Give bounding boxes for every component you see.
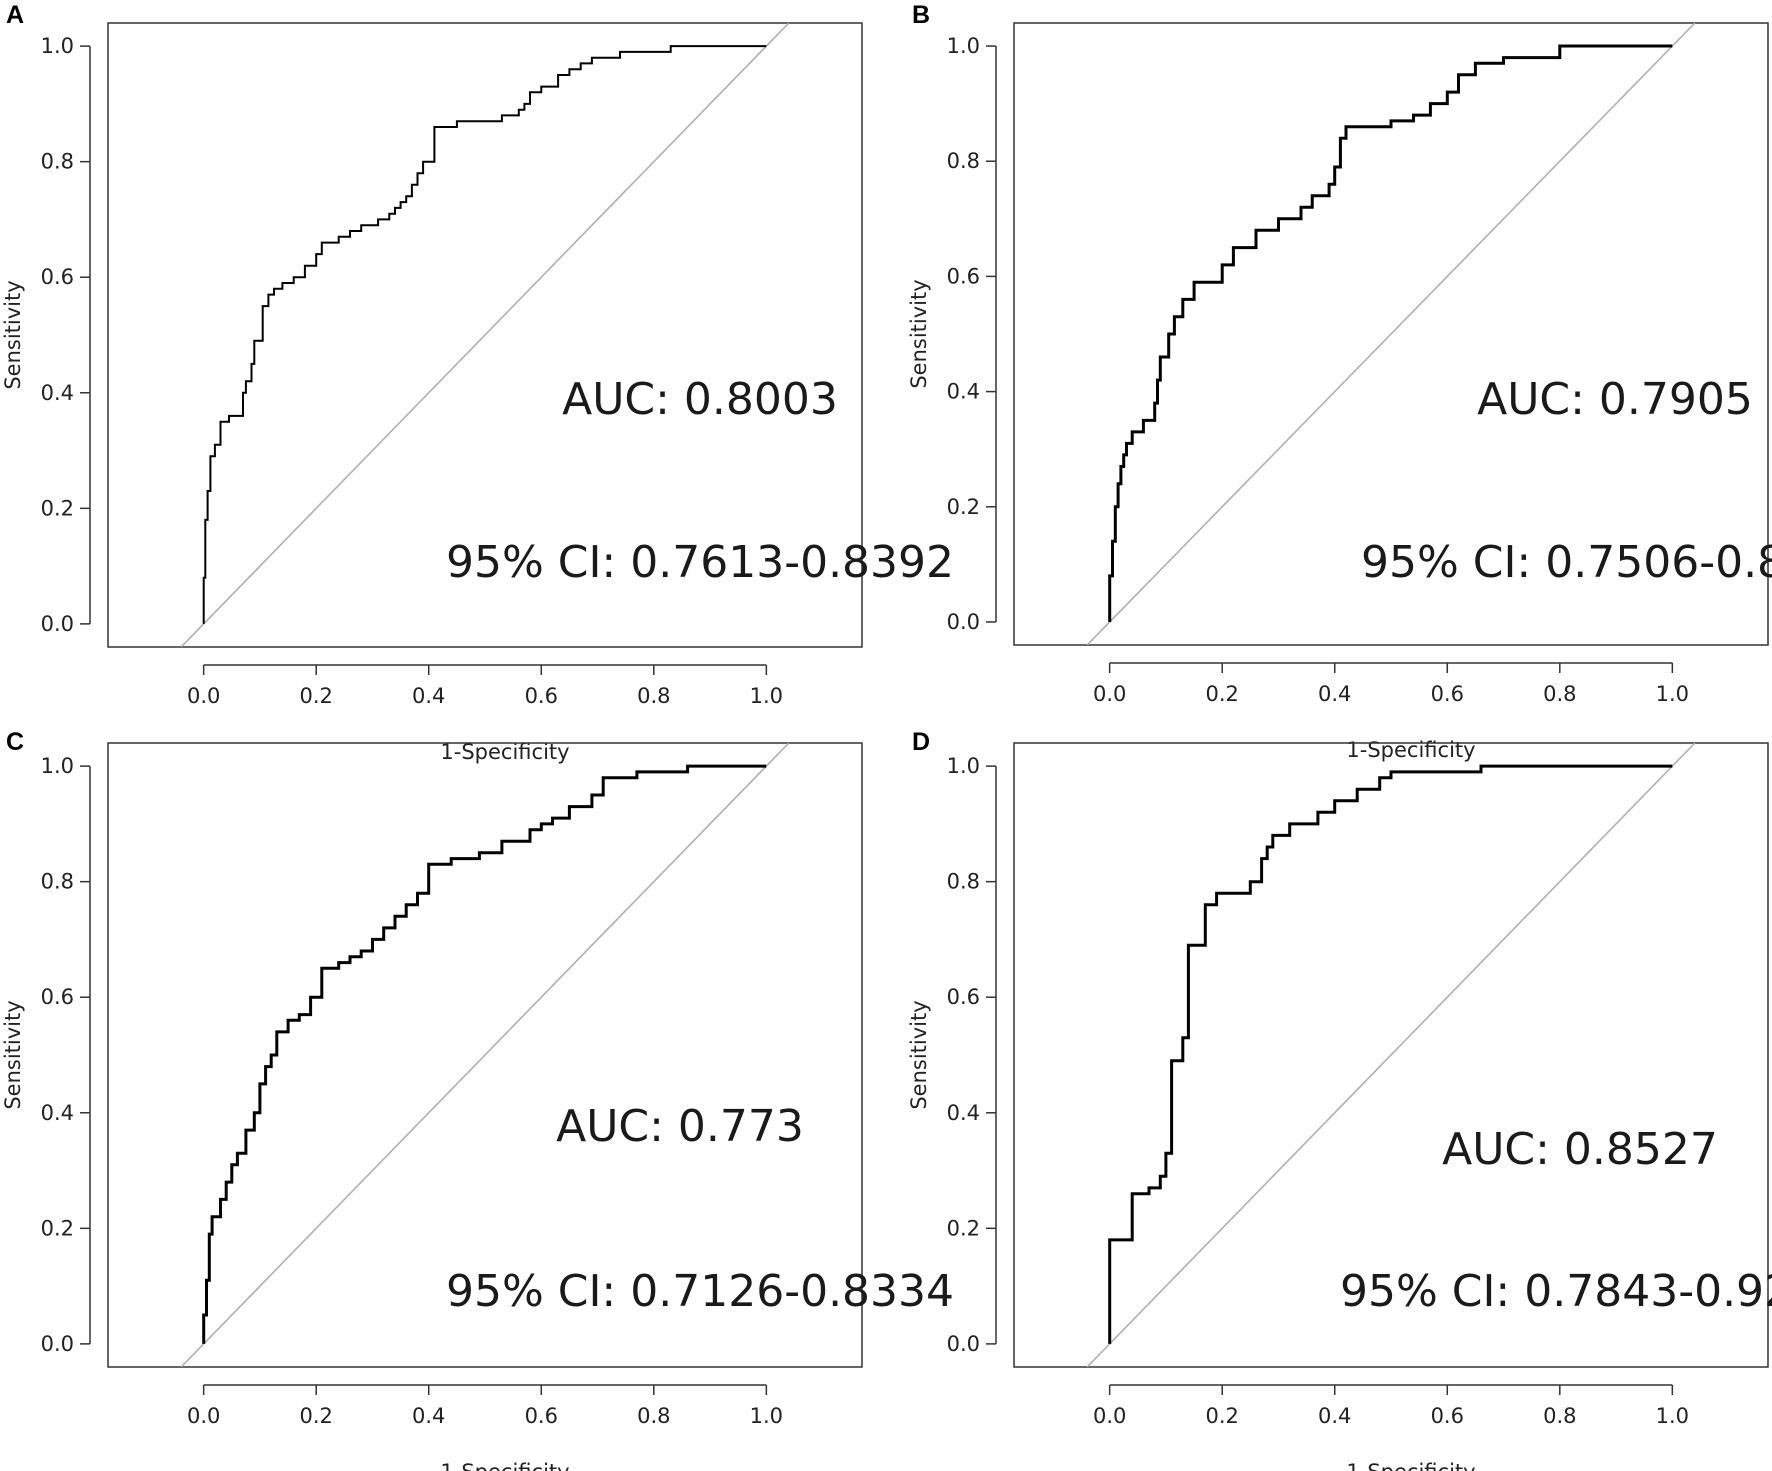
x-tick-label: 1.0: [750, 1404, 783, 1428]
x-tick-label: 0.6: [1431, 1404, 1464, 1428]
y-axis-title: Sensitivity: [907, 279, 931, 388]
roc-curve-line: [1108, 764, 1673, 1344]
y-tick-label: 1.0: [41, 34, 74, 58]
y-axis-title: Sensitivity: [1, 1000, 25, 1109]
roc-panel-c: 0.0 0.2 0.4 0.6 0.8 1.0 1-Specificity 0.0 0.2 0.4…: [1, 728, 954, 1471]
y-tick-label: 0.2: [41, 1216, 74, 1240]
roc-panel-b: 0.0 0.2 0.4 0.6 0.8 1.0 1-Specificity 0.0 0.2 0.4…: [907, 1, 1772, 762]
y-tick-label: 1.0: [947, 34, 980, 58]
x-tick-label: 0.0: [187, 1404, 220, 1428]
x-axis-title: 1-Specificity: [440, 740, 569, 764]
y-tick-label: 0.2: [947, 495, 980, 519]
y-tick-label: 0.2: [41, 496, 74, 520]
ci-annotation: 95% CI: 0.7126-0.8334: [446, 1266, 954, 1317]
x-tick-label: 1.0: [1656, 682, 1689, 706]
y-tick-label: 0.0: [947, 610, 980, 634]
x-tick-label: 0.8: [1543, 682, 1576, 706]
x-tick-label: 0.2: [299, 1404, 332, 1428]
y-tick-label: 0.6: [947, 985, 980, 1009]
x-tick-label: 0.2: [1205, 682, 1238, 706]
y-tick-label: 0.6: [41, 265, 74, 289]
y-axis-title: Sensitivity: [1, 280, 25, 389]
x-tick-label: 0.4: [412, 1404, 445, 1428]
roc-panel-d: 0.0 0.2 0.4 0.6 0.8 1.0 1-Specificity 0.0 0.2 0.4…: [907, 728, 1772, 1471]
x-tick-label: 0.4: [1318, 682, 1351, 706]
y-tick-label: 0.4: [41, 381, 74, 405]
roc-curve-line: [202, 764, 767, 1344]
y-tick-label: 0.6: [41, 985, 74, 1009]
x-tick-label: 0.6: [525, 1404, 558, 1428]
y-tick-label: 0.8: [41, 150, 74, 174]
reference-diagonal: [1086, 23, 1696, 645]
y-tick-label: 0.4: [947, 1101, 980, 1125]
panel-label: C: [6, 728, 24, 756]
ci-annotation: 95% CI: 0.7843-0.921: [1340, 1266, 1772, 1317]
x-tick-label: 0.6: [525, 684, 558, 708]
x-axis-title: 1-Specificity: [440, 1460, 569, 1471]
roc-panel-a: 0.0 0.2 0.4 0.6 0.8 1.0 1-Specificity 0.0 0.2 0.4…: [1, 1, 954, 764]
x-tick-label: 0.0: [1093, 682, 1126, 706]
y-tick-label: 0.0: [41, 612, 74, 636]
x-tick-label: 1.0: [1656, 1404, 1689, 1428]
x-tick-label: 0.2: [299, 684, 332, 708]
y-tick-label: 1.0: [41, 754, 74, 778]
y-tick-label: 0.8: [947, 149, 980, 173]
auc-annotation: AUC: 0.7905: [1477, 374, 1753, 425]
y-tick-label: 0.4: [41, 1101, 74, 1125]
y-tick-label: 0.4: [947, 380, 980, 404]
x-tick-label: 0.0: [1093, 1404, 1126, 1428]
auc-annotation: AUC: 0.8527: [1442, 1124, 1718, 1175]
ci-annotation: 95% CI: 0.7613-0.8392: [446, 537, 954, 588]
auc-annotation: AUC: 0.8003: [562, 374, 838, 425]
x-tick-label: 0.2: [1205, 1404, 1238, 1428]
plot-frame: [1013, 22, 1769, 646]
y-axis-title: Sensitivity: [907, 1000, 931, 1109]
ci-annotation: 95% CI: 0.7506-0.8304: [1361, 537, 1772, 588]
roc-curve-line: [202, 45, 767, 624]
y-tick-label: 0.8: [947, 870, 980, 894]
x-tick-label: 0.0: [187, 684, 220, 708]
auc-annotation: AUC: 0.773: [556, 1101, 804, 1152]
reference-diagonal: [1086, 743, 1696, 1367]
x-tick-label: 0.8: [1543, 1404, 1576, 1428]
y-tick-label: 0.2: [947, 1216, 980, 1240]
x-tick-label: 1.0: [750, 684, 783, 708]
x-tick-label: 0.8: [637, 1404, 670, 1428]
panel-label: D: [912, 728, 930, 756]
plot-frame: [107, 742, 863, 1368]
reference-diagonal: [180, 743, 790, 1367]
panel-label: B: [912, 1, 930, 29]
x-tick-label: 0.6: [1431, 682, 1464, 706]
x-axis-title: 1-Specificity: [1346, 738, 1475, 762]
y-tick-label: 0.0: [947, 1332, 980, 1356]
y-tick-label: 0.6: [947, 264, 980, 288]
y-tick-label: 0.0: [41, 1332, 74, 1356]
y-tick-label: 0.8: [41, 870, 74, 894]
x-tick-label: 0.4: [1318, 1404, 1351, 1428]
plot-frame: [1013, 742, 1769, 1368]
roc-curve-line: [1108, 44, 1673, 622]
x-axis-title: 1-Specificity: [1346, 1460, 1475, 1471]
panel-label: A: [6, 1, 24, 29]
plot-frame: [107, 22, 863, 648]
y-tick-label: 1.0: [947, 754, 980, 778]
x-tick-label: 0.8: [637, 684, 670, 708]
x-tick-label: 0.4: [412, 684, 445, 708]
reference-diagonal: [180, 23, 790, 647]
